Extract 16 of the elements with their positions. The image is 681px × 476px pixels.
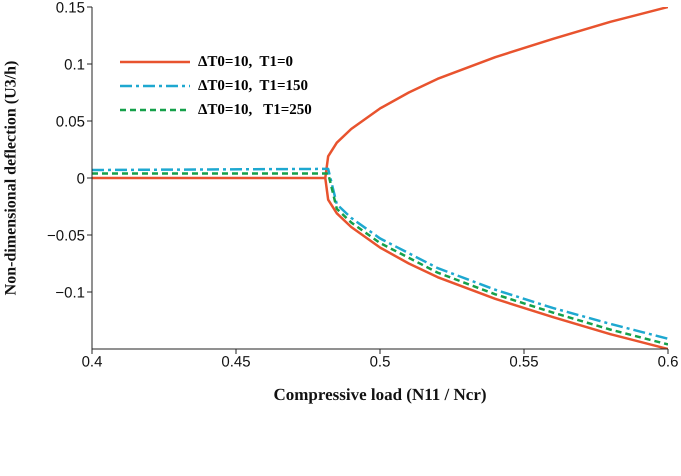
legend-label: ΔT0=10, T1=0 xyxy=(198,54,293,70)
legend-label: ΔT0=10, T1=150 xyxy=(198,78,308,94)
x-tick-label: 0.4 xyxy=(82,354,102,371)
legend-label: ΔT0=10, T1=250 xyxy=(198,102,312,118)
y-tick-label: 0.1 xyxy=(64,56,85,74)
x-tick-label: 0.5 xyxy=(370,354,390,371)
y-tick-label: 0.15 xyxy=(56,0,85,16)
y-tick-label: 0 xyxy=(76,170,85,188)
x-tick-label: 0.55 xyxy=(509,354,539,371)
y-axis-title: Non-dimensional deflection (U3/h) xyxy=(2,60,20,296)
x-tick-label: 0.45 xyxy=(221,354,251,371)
x-axis-title: Compressive load (N11 / Ncr) xyxy=(273,385,487,404)
y-tick-label: 0.05 xyxy=(56,113,85,130)
y-tick-label: −0.1 xyxy=(55,284,85,302)
y-tick-label: −0.05 xyxy=(47,227,85,244)
x-tick-label: 0.6 xyxy=(658,354,678,371)
